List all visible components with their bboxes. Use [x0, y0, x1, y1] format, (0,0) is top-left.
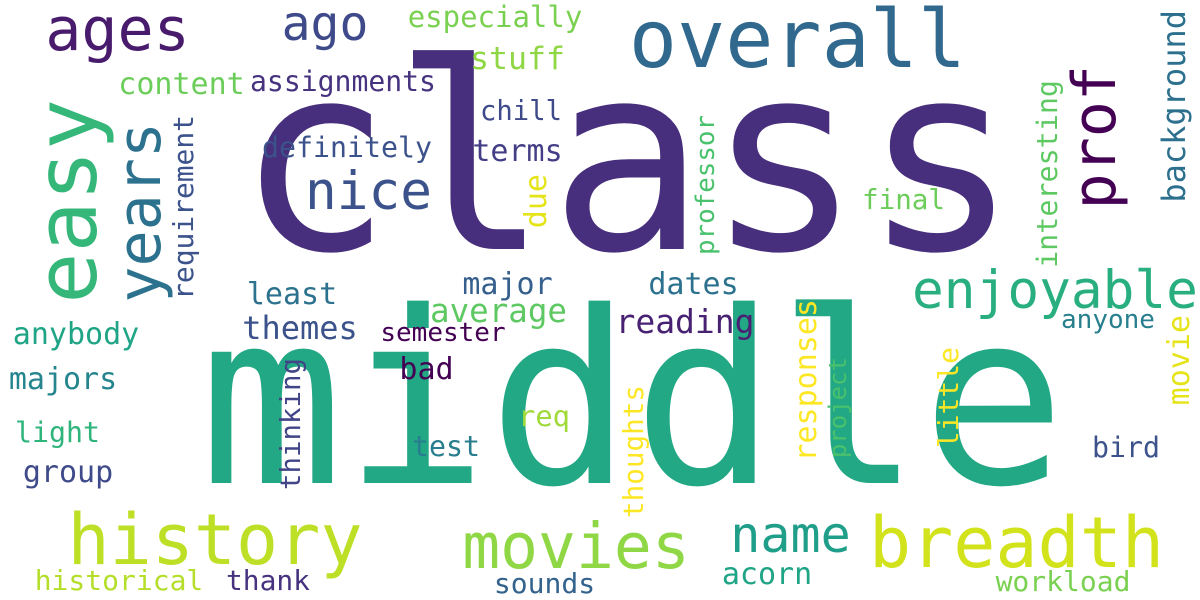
word-class: class: [236, 9, 1019, 311]
word-prof: prof: [1060, 65, 1130, 210]
word-themes: themes: [242, 309, 358, 347]
word-ages: ages: [45, 0, 190, 65]
word-req: req: [518, 398, 570, 433]
word-bad: bad: [399, 352, 454, 387]
word-majors: majors: [8, 362, 118, 397]
word-content: content: [118, 67, 245, 102]
word-test: test: [412, 429, 480, 463]
word-breadth: breadth: [868, 502, 1164, 584]
word-especially: especially: [407, 0, 583, 34]
word-least: least: [246, 277, 338, 312]
word-thoughts: thoughts: [617, 385, 651, 518]
word-middle: middle: [199, 260, 1066, 540]
word-reading: reading: [615, 302, 755, 341]
word-easy: easy: [18, 99, 117, 304]
word-historical: historical: [34, 564, 204, 597]
word-group: group: [22, 455, 114, 490]
word-average: average: [430, 292, 567, 331]
word-nice: nice: [305, 161, 432, 223]
word-terms: terms: [472, 134, 563, 169]
word-requirement: requirement: [167, 115, 201, 300]
word-overall: overall: [628, 0, 967, 86]
word-movie: movie: [1162, 314, 1197, 406]
word-professor: professor: [691, 115, 722, 255]
word-workload: workload: [995, 565, 1131, 598]
word-ago: ago: [281, 0, 369, 52]
word-sounds: sounds: [493, 567, 596, 600]
word-definitely: definitely: [262, 130, 432, 164]
word-thank: thank: [226, 564, 310, 598]
word-acorn: acorn: [721, 557, 813, 592]
word-anybody: anybody: [12, 317, 140, 352]
word-due: due: [519, 174, 554, 229]
word-enjoyable: enjoyable: [912, 260, 1198, 322]
word-stuff: stuff: [470, 41, 565, 78]
word-responses: responses: [789, 298, 824, 462]
word-major: major: [462, 267, 553, 302]
word-light: light: [15, 415, 100, 449]
word-little: little: [932, 346, 965, 449]
word-assignments: assignments: [250, 65, 436, 99]
word-interesting: interesting: [1030, 80, 1064, 268]
word-name: name: [730, 506, 851, 564]
word-chill: chill: [480, 96, 562, 128]
word-movies: movies: [462, 510, 690, 583]
word-final: final: [862, 183, 945, 217]
word-dates: dates: [648, 267, 739, 302]
word-years: years: [105, 122, 175, 303]
word-bird: bird: [1092, 430, 1160, 464]
word-anyone: anyone: [1061, 305, 1155, 335]
word-background: background: [1155, 10, 1193, 203]
word-project: project: [824, 356, 852, 459]
word-history: history: [67, 499, 363, 581]
word-semester: semester: [380, 318, 506, 348]
word-thinking: thinking: [276, 358, 308, 490]
